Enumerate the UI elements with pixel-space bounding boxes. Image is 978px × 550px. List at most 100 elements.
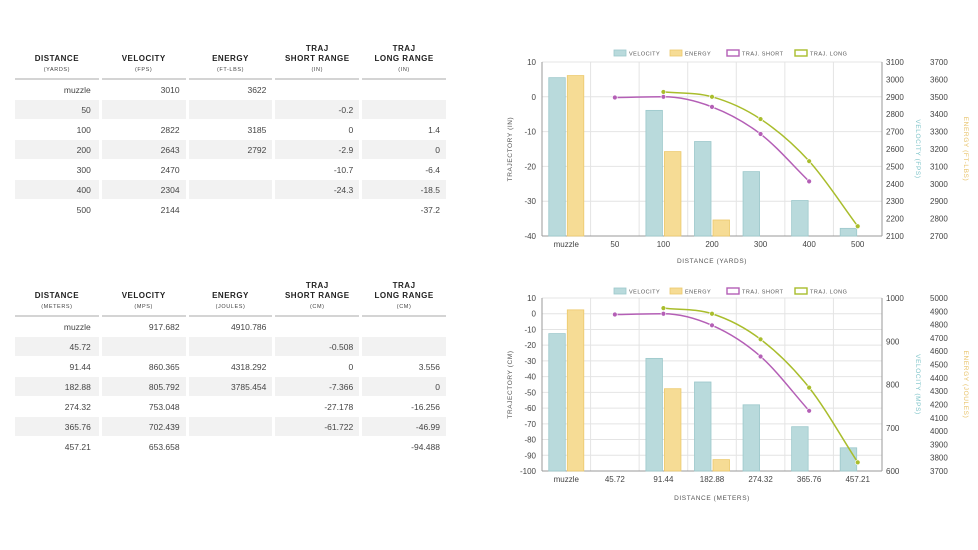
column-header-title: TRAJ	[305, 281, 329, 290]
table-cell	[188, 200, 273, 220]
table-cell: 805.792	[101, 377, 186, 397]
table-cell: 274.32	[15, 397, 99, 417]
x-tick-label: muzzle	[554, 475, 580, 484]
velocity-bar	[694, 381, 712, 472]
y-tick-label: -10	[524, 325, 536, 334]
y3-tick-label: 4700	[930, 334, 948, 343]
y3-tick-label: 3500	[930, 93, 948, 102]
column-header: TRAJ LONG RANGE (IN)	[362, 44, 446, 80]
legend-label: TRAJ. LONG	[810, 52, 847, 58]
ballistics-table-metric: DISTANCE (METERS) VELOCITY (MPS) ENERGY (JOUL…	[12, 281, 449, 457]
velocity-bar	[548, 77, 566, 237]
y-tick-label: 0	[532, 93, 537, 102]
y2-tick-label: 2500	[886, 162, 904, 171]
table-cell: -37.2	[362, 200, 446, 220]
traj-short-point	[757, 131, 764, 137]
table-row: 300 2470 -10.7 -6.4	[15, 160, 446, 180]
energy-bar	[712, 219, 730, 237]
table-cell: 653.658	[101, 437, 186, 457]
legend-swatch	[726, 287, 740, 295]
y3-tick-label: 2700	[930, 232, 948, 241]
table-cell: 0	[362, 140, 446, 160]
traj-long-point	[806, 158, 812, 164]
table-cell: 2643	[101, 140, 186, 160]
y2-tick-label: 800	[886, 381, 900, 390]
table-cell: 500	[15, 200, 99, 220]
legend-label: ENERGY	[685, 290, 711, 296]
x-tick-label: 50	[610, 240, 619, 249]
traj-long-line	[663, 91, 859, 227]
column-header: TRAJ LONG RANGE (CM)	[362, 281, 446, 317]
table-cell: 860.365	[101, 357, 186, 377]
table-cell: 400	[15, 180, 99, 200]
table-row: muzzle 917.682 4910.786	[15, 317, 446, 337]
y-tick-label: -30	[524, 197, 536, 206]
y2-tick-label: 3000	[886, 75, 904, 84]
table-cell: -6.4	[362, 160, 446, 180]
table-row: 274.32 753.048 -27.178 -16.256	[15, 397, 446, 417]
y2-axis-title: VELOCITY (FPS)	[914, 119, 921, 178]
table-row: muzzle 3010 3622	[15, 80, 446, 100]
column-header-title: TRAJ	[305, 44, 329, 53]
column-header-title2: SHORT RANGE	[284, 54, 350, 63]
table-cell: 2144	[101, 200, 186, 220]
table-cell: 4910.786	[188, 317, 273, 337]
column-header-title: VELOCITY	[121, 54, 166, 63]
table-cell: -2.9	[275, 140, 360, 160]
traj-long-point	[709, 94, 715, 100]
y3-tick-label: 4300	[930, 387, 948, 396]
y3-tick-label: 5000	[930, 294, 948, 303]
y-tick-label: -90	[524, 451, 536, 460]
y3-axis-title: ENERGY (JOULES)	[962, 351, 969, 419]
table-cell: 457.21	[15, 437, 99, 457]
legend-swatch	[613, 287, 627, 295]
y2-tick-label: 1000	[886, 294, 904, 303]
legend-swatch	[794, 287, 808, 295]
y2-tick-label: 700	[886, 424, 900, 433]
table-cell	[101, 100, 186, 120]
table-cell: 3785.454	[188, 377, 273, 397]
column-header-title: TRAJ	[392, 281, 416, 290]
table-cell	[188, 397, 273, 417]
column-header-unit: (FPS)	[135, 67, 153, 73]
y-tick-label: -10	[524, 128, 536, 137]
table-cell: 917.682	[101, 317, 186, 337]
table-cell	[362, 317, 446, 337]
y-tick-label: -20	[524, 341, 536, 350]
y-axis-title: TRAJECTORY (IN)	[507, 117, 514, 182]
traj-short-point	[660, 311, 667, 317]
table-cell	[362, 100, 446, 120]
energy-bar	[566, 309, 585, 472]
traj-short-point	[757, 353, 764, 360]
table-cell: 0	[275, 357, 360, 377]
column-header-unit: (CM)	[396, 304, 412, 310]
table-cell: 2470	[101, 160, 186, 180]
traj-long-point	[709, 311, 715, 317]
table-cell: 50	[15, 100, 99, 120]
table-cell: muzzle	[15, 80, 99, 100]
y3-tick-label: 4200	[930, 400, 948, 409]
x-tick-label: 182.88	[700, 475, 725, 484]
y2-tick-label: 900	[886, 337, 900, 346]
column-header-title: VELOCITY	[121, 291, 166, 300]
column-header-unit: (CM)	[309, 304, 325, 310]
table-cell: 4318.292	[188, 357, 273, 377]
y3-tick-label: 4900	[930, 307, 948, 316]
y2-tick-label: 3100	[886, 58, 904, 67]
column-header-title: ENERGY	[212, 54, 249, 63]
velocity-bar	[694, 141, 712, 237]
column-header: DISTANCE (YARDS)	[15, 44, 99, 80]
table-cell: -16.256	[362, 397, 446, 417]
ballistics-chart-imperial: 100-10-20-30-403100300029002800270026002…	[507, 49, 969, 265]
y3-tick-label: 4000	[930, 427, 948, 436]
table-cell: 0	[275, 120, 360, 140]
legend-label: VELOCITY	[629, 52, 660, 58]
y3-tick-label: 4600	[930, 347, 948, 356]
y3-tick-label: 3400	[930, 110, 948, 119]
legend-label: TRAJ. SHORT	[742, 290, 784, 296]
y-tick-label: 0	[532, 310, 537, 319]
y3-tick-label: 4500	[930, 361, 948, 370]
table-cell	[188, 100, 273, 120]
ballistics-table-imperial: DISTANCE (YARDS) VELOCITY (FPS) ENERGY (FT-LB…	[12, 44, 449, 220]
traj-short-point	[709, 322, 715, 329]
